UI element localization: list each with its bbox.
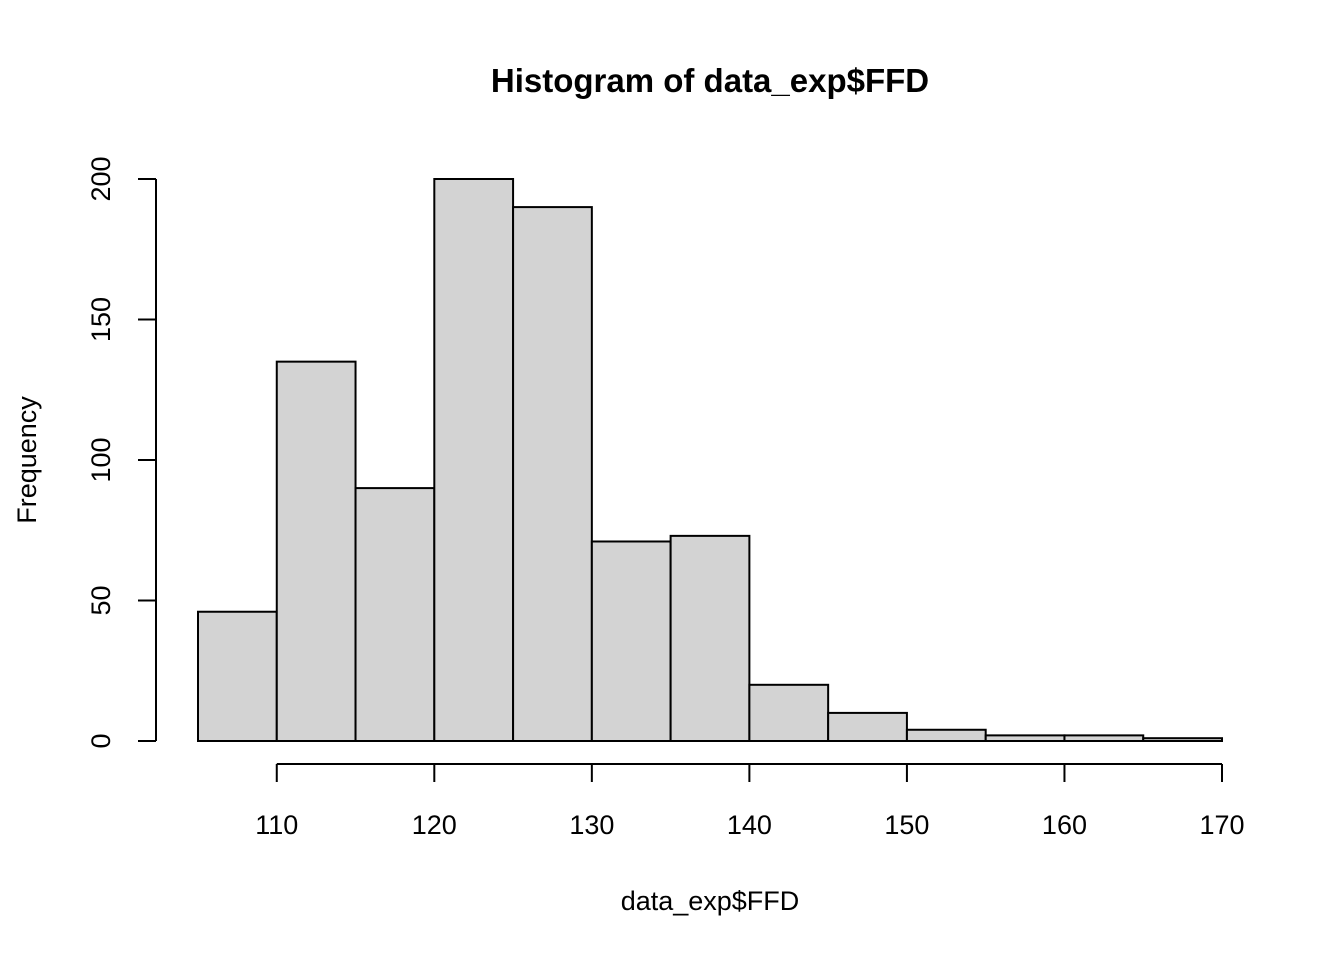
x-tick-label: 140 [727,810,772,840]
x-tick-label: 170 [1199,810,1244,840]
histogram-bar [512,206,593,743]
bars-group [197,178,1223,743]
x-tick-label: 110 [255,810,298,840]
y-axis: 0 50 100 150 200 [86,156,157,749]
y-tick-label: 100 [86,437,116,482]
histogram-bar [905,728,987,743]
histogram-bar [590,540,672,742]
y-tick-label: 200 [86,156,116,201]
x-axis: 110 120 130 140 150 160 170 [255,763,1245,840]
histogram-bar [1063,734,1145,743]
y-tick-label: 0 [86,733,116,748]
histogram-bar [275,360,357,742]
x-tick-label: 130 [569,810,614,840]
histogram-bar [1142,737,1223,743]
histogram-bar [827,711,908,743]
histogram-bar [433,178,515,742]
x-tick-label: 120 [412,810,457,840]
histogram-bar [984,734,1066,743]
histogram-bar [669,534,751,742]
histogram-bar [748,683,830,742]
y-axis-label: Frequency [12,396,42,524]
x-tick-label: 160 [1042,810,1087,840]
histogram-bar [354,487,436,742]
x-tick-label: 150 [884,810,929,840]
histogram-bar [197,610,278,742]
x-axis-label: data_exp$FFD [621,886,800,916]
chart-title: Histogram of data_exp$FFD [491,62,929,99]
y-tick-label: 150 [86,297,116,342]
y-tick-label: 50 [86,585,116,615]
